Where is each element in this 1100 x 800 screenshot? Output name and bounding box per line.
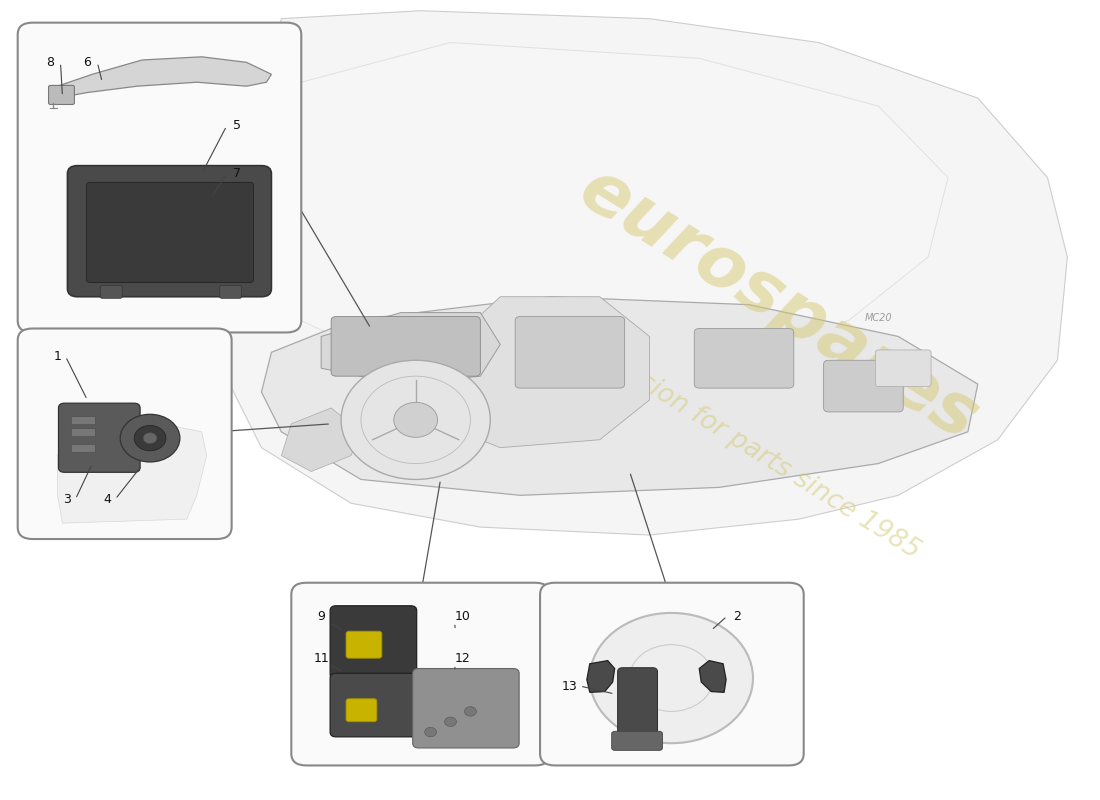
FancyBboxPatch shape [694, 329, 794, 388]
Polygon shape [262, 297, 978, 495]
Text: 4: 4 [103, 493, 111, 506]
FancyBboxPatch shape [18, 329, 232, 539]
Text: 8: 8 [46, 56, 55, 69]
FancyBboxPatch shape [72, 429, 96, 437]
Circle shape [143, 433, 157, 444]
Text: 7: 7 [232, 167, 241, 180]
Text: 1: 1 [54, 350, 62, 363]
FancyBboxPatch shape [824, 360, 903, 412]
FancyBboxPatch shape [18, 22, 301, 333]
Text: 11: 11 [314, 652, 329, 665]
FancyBboxPatch shape [346, 698, 377, 722]
FancyBboxPatch shape [330, 674, 417, 737]
Circle shape [341, 360, 491, 479]
Circle shape [134, 426, 166, 451]
Text: 13: 13 [562, 679, 578, 693]
FancyBboxPatch shape [618, 668, 658, 747]
Circle shape [394, 402, 438, 438]
FancyBboxPatch shape [100, 286, 122, 298]
Text: 3: 3 [64, 493, 72, 506]
Circle shape [425, 727, 437, 737]
FancyBboxPatch shape [72, 445, 96, 453]
Polygon shape [57, 57, 272, 97]
FancyBboxPatch shape [612, 731, 662, 750]
FancyBboxPatch shape [220, 286, 242, 298]
Polygon shape [282, 408, 361, 471]
Polygon shape [441, 297, 649, 448]
Text: 2: 2 [733, 610, 741, 622]
Polygon shape [700, 661, 726, 692]
Text: 6: 6 [84, 56, 91, 69]
Text: MC20: MC20 [865, 313, 892, 322]
Circle shape [590, 613, 754, 743]
FancyBboxPatch shape [48, 86, 75, 105]
Text: a passion for parts since 1985: a passion for parts since 1985 [573, 331, 925, 564]
Text: eurospares: eurospares [566, 154, 991, 455]
FancyBboxPatch shape [876, 350, 931, 386]
Text: 5: 5 [232, 119, 241, 133]
FancyBboxPatch shape [72, 417, 96, 425]
Polygon shape [321, 313, 500, 384]
Polygon shape [252, 42, 948, 384]
Circle shape [464, 706, 476, 716]
FancyBboxPatch shape [292, 582, 550, 766]
FancyBboxPatch shape [58, 403, 140, 472]
FancyBboxPatch shape [67, 166, 272, 297]
FancyBboxPatch shape [331, 317, 481, 376]
FancyBboxPatch shape [346, 631, 382, 658]
Text: 9: 9 [317, 610, 326, 622]
FancyBboxPatch shape [87, 182, 253, 282]
Circle shape [444, 717, 456, 726]
FancyBboxPatch shape [515, 317, 625, 388]
Text: 12: 12 [454, 652, 471, 665]
Polygon shape [586, 661, 615, 692]
FancyBboxPatch shape [412, 669, 519, 748]
FancyBboxPatch shape [540, 582, 804, 766]
Polygon shape [222, 10, 1067, 535]
Circle shape [120, 414, 180, 462]
FancyBboxPatch shape [330, 606, 417, 679]
Text: 10: 10 [454, 610, 471, 622]
Polygon shape [57, 424, 207, 523]
